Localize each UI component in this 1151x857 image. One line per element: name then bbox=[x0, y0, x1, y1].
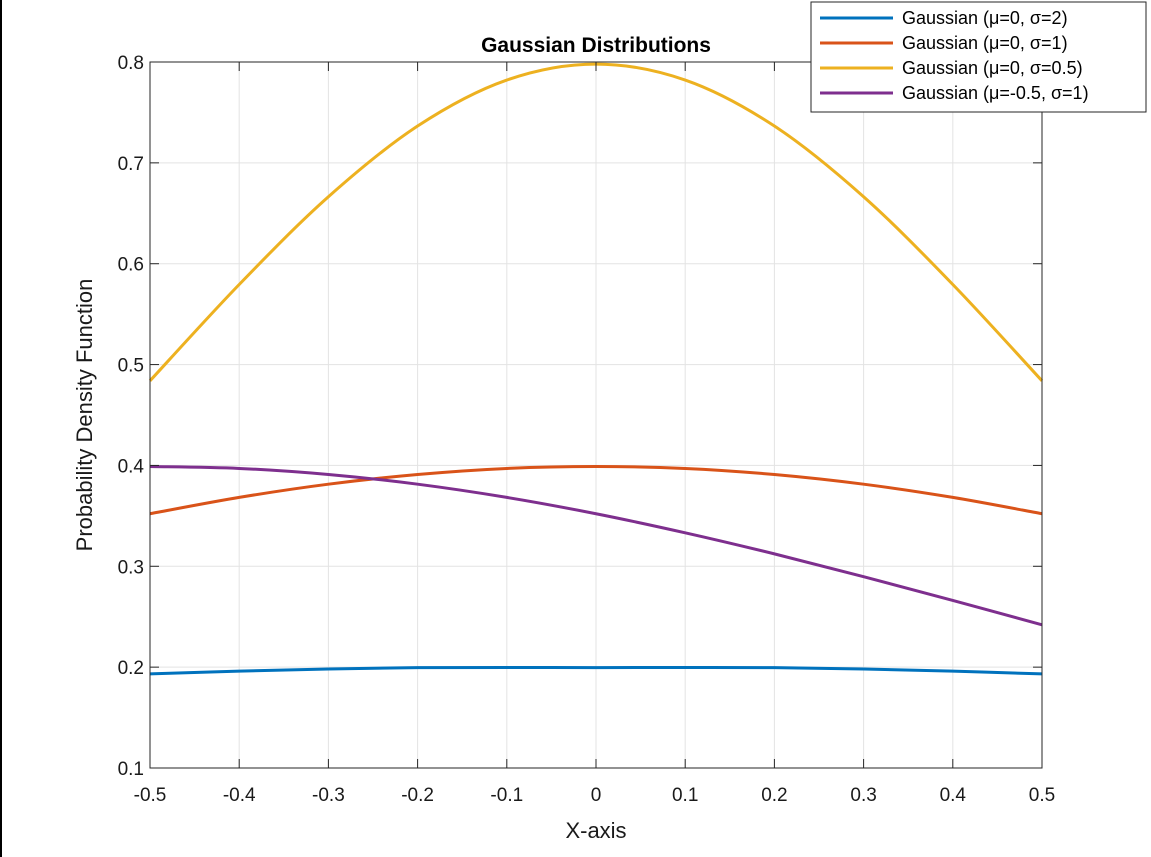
x-tick-label: 0 bbox=[591, 785, 602, 806]
y-tick-label: 0.6 bbox=[118, 255, 144, 276]
y-tick-label: 0.4 bbox=[118, 456, 145, 477]
series-line-2 bbox=[149, 465, 1043, 516]
x-tick-label: 0.5 bbox=[1029, 785, 1055, 806]
x-tick-label: 0.2 bbox=[761, 785, 787, 806]
x-tick-label: -0.3 bbox=[312, 785, 345, 806]
grid bbox=[149, 61, 1043, 769]
y-tick-label: 0.3 bbox=[118, 557, 144, 578]
window-left-border bbox=[0, 0, 2, 857]
series-line-1 bbox=[149, 665, 1043, 676]
y-ticks: 0.1 0.2 0.3 0.4 0.5 0.6 0.7 0.8 bbox=[118, 53, 1042, 780]
y-tick-label: 0.1 bbox=[118, 759, 144, 780]
x-ticks: -0.5 -0.4 -0.3 -0.2 -0.1 0 0.1 0.2 0.3 0.4 0.5 bbox=[134, 62, 1055, 806]
y-tick-label: 0.8 bbox=[118, 53, 144, 74]
legend: Gaussian (μ=0, σ=2) Gaussian (μ=0, σ=1) Ga… bbox=[810, 1, 1147, 113]
y-axis-label: Probability Density Function bbox=[72, 279, 97, 552]
chart-title: Gaussian Distributions bbox=[481, 34, 711, 57]
legend-label-4: Gaussian (μ=-0.5, σ=1) bbox=[902, 83, 1089, 103]
x-tick-label: 0.4 bbox=[940, 785, 967, 806]
x-tick-label: -0.1 bbox=[490, 785, 523, 806]
x-tick-label: -0.2 bbox=[401, 785, 434, 806]
legend-label-3: Gaussian (μ=0, σ=0.5) bbox=[902, 58, 1083, 78]
y-tick-label: 0.2 bbox=[118, 658, 144, 679]
x-tick-label: -0.5 bbox=[134, 785, 167, 806]
x-tick-label: -0.4 bbox=[223, 785, 256, 806]
series-line-4 bbox=[149, 465, 1043, 627]
x-tick-label: 0.3 bbox=[850, 785, 876, 806]
x-axis-label: X-axis bbox=[565, 818, 626, 843]
legend-label-1: Gaussian (μ=0, σ=2) bbox=[902, 8, 1068, 28]
y-tick-label: 0.7 bbox=[118, 154, 144, 175]
x-tick-label: 0.1 bbox=[672, 785, 698, 806]
legend-label-2: Gaussian (μ=0, σ=1) bbox=[902, 33, 1068, 53]
y-tick-label: 0.5 bbox=[118, 356, 144, 377]
